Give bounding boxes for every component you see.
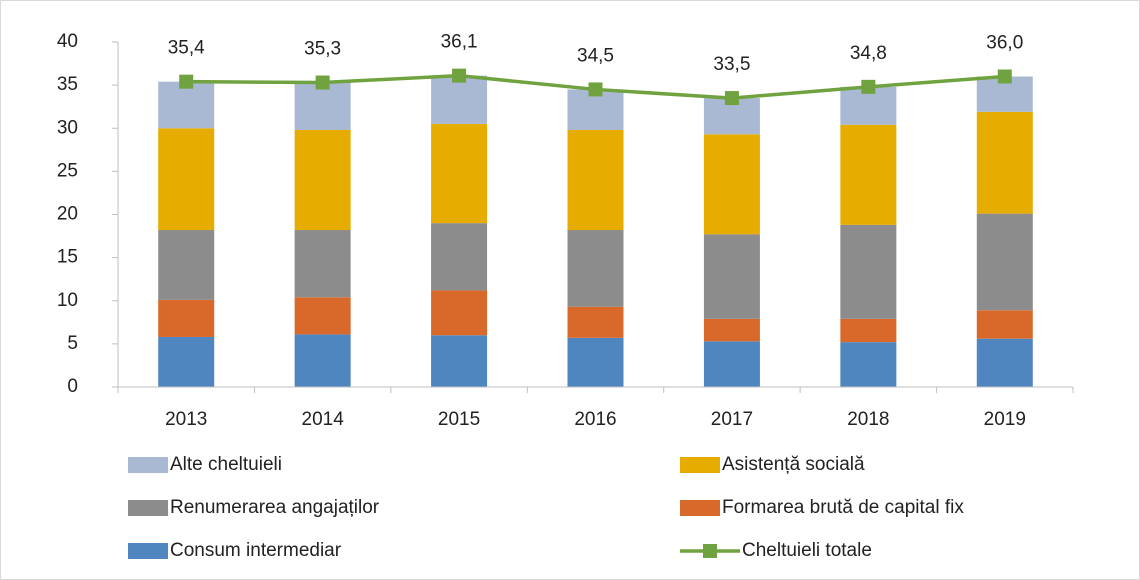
- bar: [703, 318, 760, 342]
- bar: [431, 223, 488, 291]
- bar: [158, 81, 215, 129]
- bar: [840, 318, 897, 343]
- bar: [294, 82, 351, 130]
- bar: [840, 342, 897, 387]
- bar: [294, 230, 351, 298]
- legend-swatch: [128, 500, 168, 516]
- bar: [703, 234, 760, 319]
- legend-label: Consum intermediar: [170, 540, 342, 561]
- bar: [431, 335, 488, 387]
- x-tick-label: 2019: [984, 409, 1026, 430]
- y-tick-label: 25: [57, 160, 78, 181]
- bar: [703, 134, 760, 235]
- line-marker: [452, 68, 467, 83]
- x-tick-label: 2013: [165, 409, 207, 430]
- bar: [431, 123, 488, 224]
- bar: [431, 290, 488, 336]
- bar: [567, 337, 624, 387]
- bar: [976, 310, 1033, 339]
- bar: [294, 129, 351, 231]
- y-tick-label: 40: [57, 31, 78, 52]
- legend-label: Formarea brută de capital fix: [722, 497, 964, 518]
- line-marker: [997, 69, 1012, 84]
- legend-label: Asistență socială: [722, 454, 865, 475]
- bar: [158, 336, 215, 387]
- bar: [158, 128, 215, 231]
- data-label: 36,1: [441, 32, 478, 53]
- line-marker: [315, 75, 330, 90]
- legend-label: Renumerarea angajaților: [170, 497, 380, 518]
- data-label: 35,4: [168, 38, 205, 59]
- bar: [567, 230, 624, 307]
- y-tick-label: 20: [57, 204, 78, 225]
- data-label: 35,3: [304, 39, 341, 60]
- bar: [431, 75, 488, 124]
- legend-label: Alte cheltuieli: [170, 454, 282, 475]
- bar: [840, 124, 897, 225]
- line-marker: [724, 91, 739, 106]
- y-tick-label: 35: [57, 74, 78, 95]
- y-tick-label: 15: [57, 247, 78, 268]
- bar: [294, 297, 351, 335]
- legend-label: Cheltuieli totale: [742, 540, 872, 561]
- bar: [703, 341, 760, 387]
- data-label: 36,0: [986, 33, 1023, 54]
- bar: [158, 230, 215, 300]
- line-marker: [179, 74, 194, 89]
- data-label: 34,8: [850, 43, 887, 64]
- x-tick-label: 2016: [574, 409, 616, 430]
- legend-marker: [703, 544, 717, 558]
- line-marker: [861, 79, 876, 94]
- legend-swatch: [680, 457, 720, 473]
- line-marker: [588, 82, 603, 97]
- x-tick-label: 2017: [711, 409, 753, 430]
- legend-swatch: [128, 457, 168, 473]
- bar: [567, 129, 624, 231]
- bar: [976, 338, 1033, 387]
- bar: [976, 213, 1033, 311]
- data-label: 33,5: [713, 54, 750, 75]
- bar: [976, 111, 1033, 214]
- bar: [840, 224, 897, 319]
- y-tick-label: 10: [57, 290, 78, 311]
- x-tick-label: 2015: [438, 409, 480, 430]
- bar: [567, 306, 624, 338]
- y-tick-label: 30: [57, 117, 78, 138]
- data-label: 34,5: [577, 45, 614, 66]
- legend-swatch: [128, 543, 168, 559]
- y-tick-label: 0: [67, 376, 78, 397]
- x-tick-label: 2018: [847, 409, 889, 430]
- x-tick-label: 2014: [302, 409, 345, 430]
- bar: [158, 299, 215, 337]
- bar: [294, 334, 351, 387]
- y-tick-label: 5: [67, 333, 78, 354]
- legend-swatch: [680, 500, 720, 516]
